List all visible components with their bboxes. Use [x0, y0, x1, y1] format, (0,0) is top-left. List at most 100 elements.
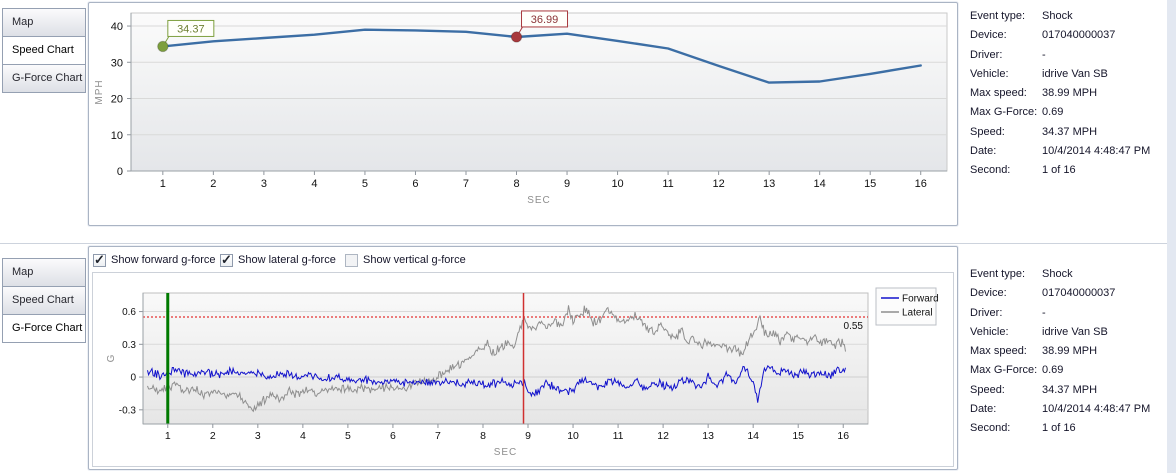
speed-chart-frame: 0 10 20 30 40 1 2 3 4 5 6 7 8 9 10 11 12 13 14 15 16 SEC MPH 34… [88, 2, 958, 226]
right-edge-band [1167, 0, 1176, 473]
x-tick-label: 3 [261, 178, 267, 190]
event-info-panel: Event type: Shock Device: 017040000037 Drive… [970, 265, 1168, 439]
x-tick-label: 7 [463, 178, 469, 190]
annotation-box [521, 10, 569, 28]
info-label: Device: [970, 29, 1007, 42]
data-point-marker[interactable] [510, 31, 523, 43]
x-tick-label: 10 [611, 178, 623, 190]
checkbox-show-forward-g-force[interactable]: ✓ Show forward g-force [93, 251, 216, 269]
annotation-label: 34.37 [177, 23, 205, 35]
info-row: Max G-Force: 0.69 [970, 361, 1168, 380]
info-label: Vehicle: [970, 67, 1009, 80]
checkbox-label: Show vertical g-force [363, 254, 466, 266]
info-label: Second: [970, 422, 1011, 435]
x-axis-label: SEC [527, 195, 551, 206]
info-label: Event type: [970, 268, 1026, 280]
y-tick-label: 0 [117, 166, 123, 178]
x-tick-label: 9 [525, 430, 531, 442]
x-tick-label: 12 [657, 430, 669, 442]
info-label: Speed: [970, 383, 1005, 396]
info-value: 0.69 [1042, 364, 1064, 377]
gforce-checkbox-row: ✓ Show forward g-force ✓ Show lateral g-for… [89, 251, 957, 269]
x-tick-label: 14 [814, 178, 826, 190]
data-point-marker[interactable] [157, 40, 169, 53]
info-value: 10/4/2014 4:48:47 PM [1042, 403, 1151, 416]
annotation-label: 36.99 [531, 14, 559, 26]
checkbox-show-lateral-g-force[interactable]: ✓ Show lateral g-force [220, 251, 336, 269]
x-tick-label: 13 [702, 430, 714, 442]
x-tick-label: 10 [567, 430, 579, 442]
checked-checkbox-icon[interactable]: ✓ [220, 252, 233, 267]
info-value: 34.37 MPH [1042, 383, 1098, 396]
info-label: Date: [970, 145, 997, 158]
gforce-chart[interactable]: -0.300.30.60.551 2 3 4 5 6 7 8 9 10 11 12 13 14 15 16SE… [92, 272, 954, 467]
tab-speed-chart[interactable]: Speed Chart [2, 286, 86, 315]
info-value: 017040000037 [1042, 29, 1116, 42]
x-tick-label: 5 [362, 178, 368, 190]
legend-label: Forward [902, 294, 939, 305]
x-tick-label: 3 [255, 430, 261, 442]
info-row: Second: 1 of 16 [970, 419, 1168, 438]
gforce-chart-panel: Map Speed Chart G-Force Chart ✓ Show forwar… [0, 243, 1167, 473]
forward-gforce-series [147, 365, 846, 403]
x-tick-label: 14 [747, 430, 759, 442]
info-label: Max G-Force: [970, 364, 1038, 377]
info-value: 38.99 MPH [1042, 345, 1098, 358]
x-tick-label: 2 [210, 430, 216, 442]
info-label: Vehicle: [970, 325, 1009, 338]
tab-map[interactable]: Map [2, 258, 86, 287]
info-value: 10/4/2014 4:48:47 PM [1042, 145, 1151, 158]
x-tick-label: 4 [300, 430, 306, 442]
info-value: 1 of 16 [1042, 164, 1076, 177]
info-value: 017040000037 [1042, 287, 1116, 300]
tab-g-force-chart[interactable]: G-Force Chart [2, 64, 86, 93]
checkbox-show-vertical-g-force[interactable]: Show vertical g-force [345, 251, 466, 269]
y-tick-label: 0.6 [122, 307, 136, 318]
y-tick-label: 10 [111, 130, 123, 142]
info-value: 1 of 16 [1042, 422, 1076, 435]
info-label: Max speed: [970, 345, 1027, 358]
tab-g-force-chart[interactable]: G-Force Chart [2, 314, 86, 343]
info-row: Max speed: 38.99 MPH [970, 342, 1168, 361]
info-value: - [1042, 306, 1046, 319]
info-label: Driver: [970, 306, 1003, 319]
checkbox-label: Show forward g-force [111, 254, 216, 266]
info-label: Max speed: [970, 87, 1027, 100]
y-axis-label: G [106, 354, 117, 362]
x-tick-label: 6 [412, 178, 418, 190]
unchecked-checkbox-icon[interactable] [345, 253, 358, 267]
gforce-panel-tabstrip: Map Speed Chart G-Force Chart [2, 258, 86, 343]
info-label: Second: [970, 164, 1011, 177]
info-label: Speed: [970, 125, 1005, 138]
info-row: Vehicle: idrive Van SB [970, 323, 1168, 342]
info-label: Date: [970, 403, 997, 416]
speed-panel-tabstrip: Map Speed Chart G-Force Chart [2, 8, 86, 93]
x-tick-label: 15 [792, 430, 804, 442]
info-row: Driver: - [970, 46, 1168, 65]
checked-checkbox-icon[interactable]: ✓ [93, 252, 106, 267]
x-tick-label: 6 [390, 430, 396, 442]
info-row: Device: 017040000037 [970, 284, 1168, 303]
y-tick-label: 20 [111, 94, 123, 106]
tab-speed-chart[interactable]: Speed Chart [2, 36, 86, 65]
checkbox-label: Show lateral g-force [238, 254, 336, 266]
tab-map[interactable]: Map [2, 8, 86, 37]
plot-area [142, 292, 869, 425]
x-tick-label: 15 [864, 178, 876, 190]
info-value: idrive Van SB [1042, 325, 1108, 338]
x-axis-label: SEC [494, 447, 518, 458]
x-tick-label: 11 [613, 430, 624, 442]
x-tick-label: 16 [837, 430, 849, 442]
info-row: Second: 1 of 16 [970, 161, 1168, 180]
y-tick-label: -0.3 [119, 405, 137, 416]
info-row: Date: 10/4/2014 4:48:47 PM [970, 142, 1168, 161]
x-tick-label: 7 [435, 430, 441, 442]
x-tick-label: 4 [311, 178, 317, 190]
info-value: 38.99 MPH [1042, 87, 1098, 100]
plot-area [130, 12, 948, 172]
info-label: Max G-Force: [970, 106, 1038, 119]
y-axis-label: MPH [94, 79, 105, 104]
info-row: Vehicle: idrive Van SB [970, 65, 1168, 84]
lateral-gforce-series [147, 305, 846, 413]
